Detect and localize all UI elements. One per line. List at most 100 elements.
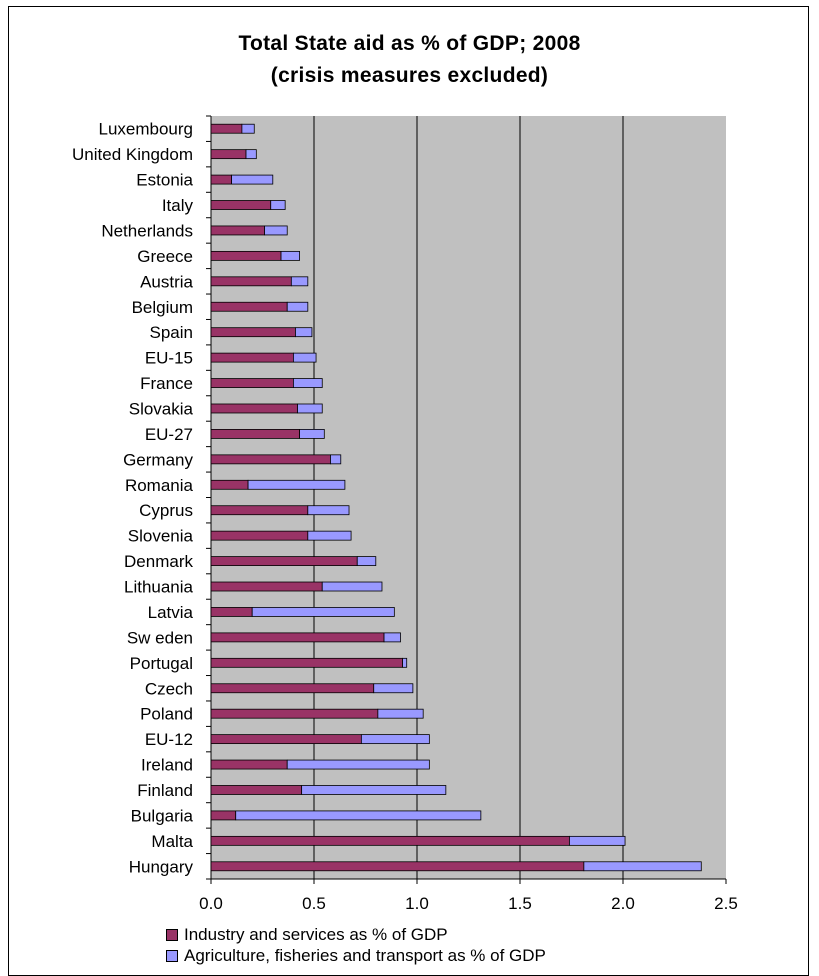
legend-item-industry: Industry and services as % of GDP <box>166 925 448 945</box>
bar-agriculture <box>251 607 395 617</box>
legend-label-industry: Industry and services as % of GDP <box>184 925 448 944</box>
bar-agriculture <box>321 581 383 592</box>
chart-subtitle: (crisis measures excluded) <box>270 64 549 87</box>
bar-agriculture <box>569 835 626 846</box>
y-tick-label: Luxembourg <box>98 120 193 139</box>
y-tick-label: Hungary <box>129 857 194 876</box>
bar-industry <box>210 785 303 795</box>
y-tick-label: Malta <box>151 832 193 851</box>
y-tick-label: Netherlands <box>101 221 193 240</box>
bar-industry <box>210 530 309 541</box>
bar-industry <box>210 632 385 643</box>
bar-industry <box>210 429 300 439</box>
y-tick-label: Greece <box>137 247 193 266</box>
y-tick-label: Denmark <box>124 552 193 571</box>
bar-industry <box>210 378 294 388</box>
bar-industry <box>210 403 298 414</box>
bar-industry <box>210 581 323 592</box>
bar-agriculture <box>247 479 346 490</box>
bar-industry <box>210 683 375 694</box>
y-tick-label: Czech <box>145 679 193 698</box>
y-tick-label: Austria <box>140 272 193 291</box>
bar-industry <box>210 556 358 566</box>
bar-agriculture <box>264 225 288 236</box>
bar-agriculture <box>383 632 401 643</box>
bar-industry <box>210 327 296 338</box>
bar-industry <box>210 123 243 134</box>
plot-area <box>211 116 726 879</box>
bar-industry <box>210 734 362 745</box>
legend-label-agriculture: Agriculture, fisheries and transport as … <box>184 946 546 965</box>
bar-agriculture <box>231 174 274 185</box>
legend-swatch-industry <box>166 928 178 941</box>
x-tick-label: 1.0 <box>405 894 429 913</box>
bar-agriculture <box>583 861 702 872</box>
y-tick-label: Latvia <box>148 603 194 622</box>
bar-industry <box>210 505 309 516</box>
bar-agriculture <box>245 149 257 160</box>
legend-item-agriculture: Agriculture, fisheries and transport as … <box>166 946 546 966</box>
bar-industry <box>210 276 292 287</box>
bar-agriculture <box>290 276 309 287</box>
bar-industry <box>210 174 233 185</box>
chart-title: Total State aid as % of GDP; 2008 <box>238 32 581 55</box>
y-tick-label: Bulgaria <box>131 806 194 825</box>
bar-industry <box>210 810 237 821</box>
y-tick-label: Ireland <box>141 756 193 775</box>
y-tick-label: Romania <box>125 476 194 495</box>
bar-agriculture <box>292 378 323 388</box>
y-tick-label: Italy <box>162 196 194 215</box>
bar-agriculture <box>286 759 430 770</box>
y-tick-label: France <box>140 374 193 393</box>
bar-industry <box>210 835 570 846</box>
y-tick-label: EU-15 <box>145 349 193 368</box>
bar-agriculture <box>295 327 313 338</box>
x-tick-label: 1.5 <box>508 894 532 913</box>
bar-industry <box>210 479 249 490</box>
bar-agriculture <box>330 454 342 465</box>
bar-agriculture <box>307 530 352 541</box>
bar-agriculture <box>235 810 482 821</box>
y-tick-label: Portugal <box>130 654 193 673</box>
legend-swatch-agriculture <box>166 949 178 962</box>
bar-agriculture <box>402 657 408 668</box>
x-tick-label: 0.0 <box>199 894 223 913</box>
bar-industry <box>210 250 282 261</box>
bar-agriculture <box>286 301 309 312</box>
bar-agriculture <box>301 785 447 795</box>
bar-agriculture <box>270 200 286 210</box>
bar-agriculture <box>356 556 377 566</box>
x-tick-label: 2.5 <box>714 894 738 913</box>
y-tick-label: Germany <box>123 450 193 469</box>
y-tick-label: Lithuania <box>124 578 194 597</box>
bar-industry <box>210 607 253 617</box>
y-tick-label: Sw eden <box>127 628 193 647</box>
bar-industry <box>210 861 585 872</box>
bar-agriculture <box>299 429 325 439</box>
bar-agriculture <box>377 708 424 719</box>
bar-industry <box>210 225 265 236</box>
bar-industry <box>210 352 294 363</box>
bar-industry <box>210 149 247 160</box>
y-tick-label: Slovakia <box>129 399 194 418</box>
y-tick-label: Finland <box>137 781 193 800</box>
y-tick-label: Spain <box>150 323 193 342</box>
bar-industry <box>210 301 288 312</box>
bar-industry <box>210 200 272 210</box>
y-tick-label: Slovenia <box>128 527 194 546</box>
y-tick-label: Poland <box>140 705 193 724</box>
x-tick-label: 0.5 <box>302 894 326 913</box>
bar-agriculture <box>280 250 300 261</box>
bar-industry <box>210 657 403 668</box>
bar-agriculture <box>373 683 414 694</box>
x-tick-label: 2.0 <box>611 894 635 913</box>
bar-industry <box>210 708 379 719</box>
bar-agriculture <box>360 734 430 745</box>
bar-industry <box>210 454 331 465</box>
y-tick-label: Estonia <box>136 171 193 190</box>
bar-industry <box>210 759 288 770</box>
y-tick-label: Cyprus <box>139 501 193 520</box>
y-tick-label: United Kingdom <box>72 145 193 164</box>
y-tick-label: EU-27 <box>145 425 193 444</box>
